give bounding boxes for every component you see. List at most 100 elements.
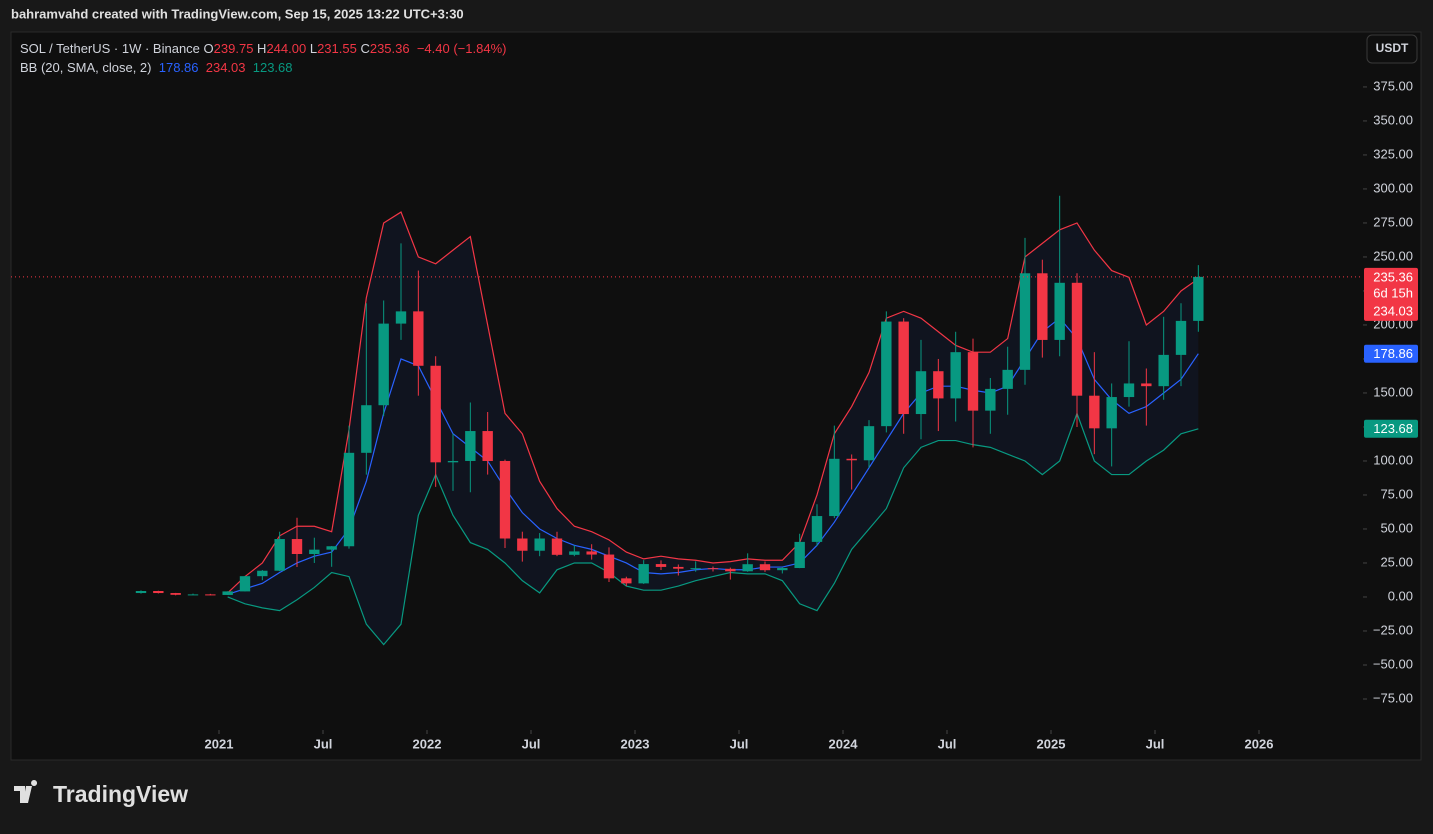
candle-body xyxy=(655,564,667,567)
candle-body xyxy=(915,371,927,415)
indicator: BB (20, SMA, close, 2) xyxy=(20,60,152,75)
x-tick-label: 2021 xyxy=(205,736,234,751)
candle-body xyxy=(1002,369,1013,389)
candle-body xyxy=(1106,397,1117,429)
x-tick-label: 2025 xyxy=(1037,736,1066,751)
candle-body xyxy=(794,541,805,569)
candle-body xyxy=(1175,320,1187,355)
candle-body xyxy=(881,321,892,427)
change: −4.40 (−1.84%) xyxy=(416,41,507,56)
legend-row: BB (20, SMA, close, 2) 178.86 234.03 123… xyxy=(20,58,506,77)
logo-icon xyxy=(14,780,38,803)
y-tick-label: 25.00 xyxy=(1380,554,1413,569)
candle-body xyxy=(829,458,840,517)
candle-body xyxy=(777,568,788,571)
high-value: 244.00 xyxy=(266,41,307,56)
band-price-label: 234.03 xyxy=(1373,303,1413,318)
y-tick-label: 250.00 xyxy=(1373,248,1413,263)
candle-body xyxy=(534,538,545,551)
candle-body xyxy=(586,551,597,555)
y-tick-label: 75.00 xyxy=(1380,486,1413,501)
close-label: C xyxy=(360,41,370,56)
candle-body xyxy=(465,431,476,461)
candle-body xyxy=(135,590,147,594)
candle-body xyxy=(1019,273,1031,370)
candle-body xyxy=(707,568,719,570)
candle-body xyxy=(205,594,216,596)
price-label-box xyxy=(1364,267,1418,321)
band-price-label: 123.68 xyxy=(1373,421,1413,436)
plot xyxy=(135,195,1204,646)
y-tick-label: 325.00 xyxy=(1373,146,1413,161)
x-tick-label: 2024 xyxy=(829,736,859,751)
open-label: O xyxy=(203,41,214,56)
x-tick-label: 2023 xyxy=(621,736,650,751)
credit: bahramvahd created with TradingView.com,… xyxy=(11,6,464,21)
candle-body xyxy=(187,594,199,596)
y-tick-label: 375.00 xyxy=(1373,78,1413,93)
band-line xyxy=(227,211,1199,594)
candle-body xyxy=(499,460,511,539)
candle-body xyxy=(725,568,736,572)
low-value: 231.55 xyxy=(317,41,357,56)
currency-label[interactable]: USDT xyxy=(1376,41,1409,55)
logo-text: TradingView xyxy=(53,781,188,807)
open-value: 239.75 xyxy=(213,41,254,56)
logo: TradingView xyxy=(14,780,188,807)
candle-body xyxy=(274,539,285,571)
y-tick-label: 0.00 xyxy=(1388,588,1413,603)
band-line xyxy=(227,411,1199,646)
candle-body xyxy=(309,549,320,555)
candle-body xyxy=(673,566,684,569)
x-tick-label: Jul xyxy=(730,736,749,751)
candle-body xyxy=(846,458,857,461)
candle-body xyxy=(898,321,909,415)
candle-body xyxy=(621,578,632,584)
legend-row: SOL / TetherUS · 1W · Binance O239.75 H2… xyxy=(20,39,506,58)
y-tick-label: 275.00 xyxy=(1373,214,1413,229)
candle-body xyxy=(343,452,355,547)
candle-body xyxy=(950,352,961,399)
close-value: 235.36 xyxy=(369,41,410,56)
x-tick-label: 2022 xyxy=(413,736,442,751)
candle-body xyxy=(1158,354,1169,387)
candle-body xyxy=(603,554,615,579)
band-label-box xyxy=(1364,344,1418,363)
candle-body xyxy=(153,590,164,594)
candle-body xyxy=(170,593,181,595)
x-tick-label: Jul xyxy=(314,736,333,751)
y-tick-label: 350.00 xyxy=(1373,112,1413,127)
low-label: L xyxy=(309,41,318,56)
candle-body xyxy=(551,538,563,555)
candle-body xyxy=(1089,395,1100,429)
currency-button[interactable] xyxy=(1366,34,1418,64)
y-tick-label: −50.00 xyxy=(1373,656,1413,671)
candle-body xyxy=(482,431,493,461)
candle-body xyxy=(1037,273,1048,340)
candle-body xyxy=(361,405,372,453)
symbol: SOL / TetherUS · 1W · Binance xyxy=(20,41,200,56)
band-label-box xyxy=(1364,419,1418,438)
candle-body xyxy=(985,388,996,411)
x-tick-label: Jul xyxy=(1146,736,1165,751)
candle-body xyxy=(811,516,823,542)
chart-panel xyxy=(10,31,1422,761)
candle-body xyxy=(690,568,701,570)
band-price-label: 178.86 xyxy=(1373,346,1413,361)
candle-body xyxy=(638,564,649,584)
candle-body xyxy=(1123,383,1135,398)
candle-body xyxy=(378,323,389,406)
candle-body xyxy=(395,311,407,324)
y-tick-label: 50.00 xyxy=(1380,520,1413,535)
price-label: 235.36 xyxy=(1373,269,1413,284)
y-tick-label: −25.00 xyxy=(1373,622,1413,637)
candle-body xyxy=(447,460,459,463)
candle-body xyxy=(291,539,303,555)
x-tick-label: Jul xyxy=(938,736,957,751)
x-tick-label: Jul xyxy=(522,736,541,751)
candle-body xyxy=(1193,276,1204,321)
candle-body xyxy=(1141,383,1152,387)
y-tick-label: −75.00 xyxy=(1373,690,1413,705)
